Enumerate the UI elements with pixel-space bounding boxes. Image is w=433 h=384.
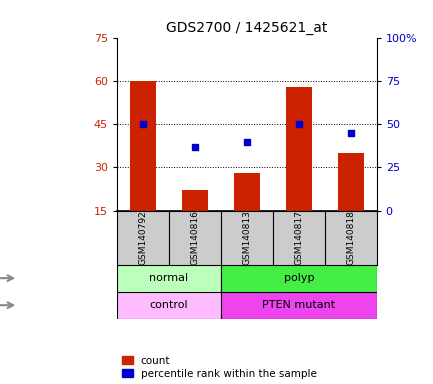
Text: GSM140792: GSM140792 bbox=[139, 210, 147, 265]
Bar bbox=[182, 190, 208, 210]
Text: GSM140813: GSM140813 bbox=[242, 210, 251, 265]
Bar bbox=[221, 265, 377, 292]
Point bbox=[191, 144, 198, 150]
Bar bbox=[117, 292, 221, 319]
Bar bbox=[117, 265, 221, 292]
Legend: count, percentile rank within the sample: count, percentile rank within the sample bbox=[122, 356, 317, 379]
Bar bbox=[338, 153, 364, 210]
Text: PTEN mutant: PTEN mutant bbox=[262, 300, 335, 310]
Text: normal: normal bbox=[149, 273, 188, 283]
Bar bbox=[286, 87, 312, 210]
Text: GSM140816: GSM140816 bbox=[191, 210, 199, 265]
Title: GDS2700 / 1425621_at: GDS2700 / 1425621_at bbox=[166, 21, 327, 35]
Point bbox=[347, 130, 354, 136]
Point bbox=[243, 139, 250, 145]
Text: polyp: polyp bbox=[284, 273, 314, 283]
Text: GSM140818: GSM140818 bbox=[346, 210, 355, 265]
Point bbox=[295, 121, 302, 127]
Text: control: control bbox=[149, 300, 188, 310]
Bar bbox=[130, 81, 156, 210]
Point bbox=[139, 121, 146, 127]
Bar bbox=[234, 173, 260, 210]
Bar bbox=[221, 292, 377, 319]
Text: GSM140817: GSM140817 bbox=[294, 210, 303, 265]
